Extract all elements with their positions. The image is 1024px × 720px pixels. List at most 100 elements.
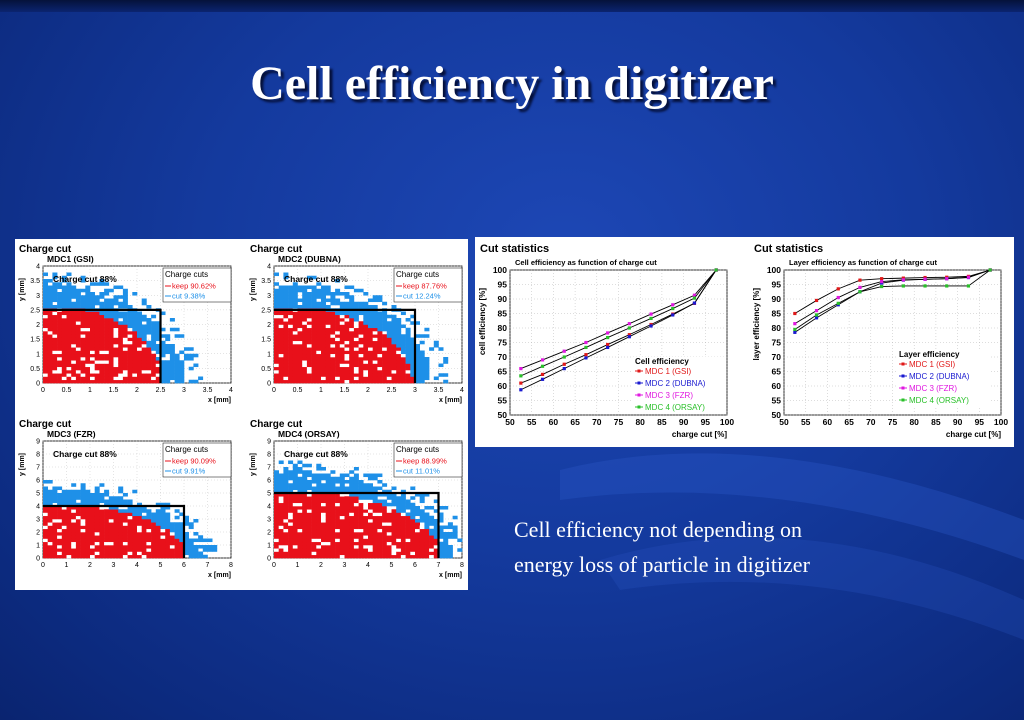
heatmap-cell <box>61 318 67 322</box>
heatmap-cell <box>424 528 430 533</box>
heatmap-cell <box>132 350 138 355</box>
heatmap-cell <box>94 379 100 384</box>
heatmap-cell <box>160 370 166 374</box>
heatmap-cell <box>316 483 322 487</box>
heatmap-cell <box>104 548 110 552</box>
heatmap-cell <box>174 535 180 539</box>
heatmap-cell <box>57 321 63 325</box>
heatmap-cell <box>52 373 58 377</box>
heatmap-cell <box>99 545 105 549</box>
heatmap-cell <box>104 541 110 546</box>
heatmap-cell <box>330 376 336 381</box>
y-tick-label: 4 <box>36 504 40 511</box>
heatmap-cell <box>155 538 161 543</box>
heatmap-cell <box>193 548 199 552</box>
heatmap-cell <box>104 334 110 338</box>
heatmap-cell <box>447 551 453 556</box>
heatmap-cell <box>118 344 124 348</box>
heatmap-cell <box>377 314 383 319</box>
heatmap-cell <box>104 288 110 293</box>
heatmap-cell <box>363 314 369 319</box>
heatmap-cell <box>90 357 95 361</box>
x-tick-label: 0.5 <box>293 387 303 394</box>
heatmap-cell <box>151 314 157 319</box>
heatmap-cell <box>382 321 388 325</box>
heatmap-cell <box>132 314 138 319</box>
heatmap-cell <box>141 318 147 322</box>
heatmap-cell <box>43 499 48 504</box>
heatmap-cell <box>316 363 322 368</box>
heatmap-cell <box>90 363 95 368</box>
heatmap-cell <box>274 528 279 533</box>
heatmap-cell <box>363 522 369 526</box>
heatmap-cell <box>311 340 317 345</box>
heatmap-cell <box>141 314 147 319</box>
heatmap-cell <box>90 350 95 355</box>
heatmap-cell <box>85 515 91 520</box>
heatmap-cell <box>99 363 105 368</box>
heatmap-cell <box>358 334 364 338</box>
heatmap-cell <box>306 373 312 377</box>
series-3-point <box>923 277 927 281</box>
heatmap-cell <box>43 272 48 277</box>
heatmap-cell <box>353 379 359 384</box>
heatmap-cell <box>99 519 105 523</box>
heatmap-cell <box>321 476 326 481</box>
heatmap-cell <box>419 496 425 500</box>
heatmap-cell <box>99 327 105 332</box>
heatmap-cell <box>349 515 355 520</box>
heatmap-cell <box>104 344 110 348</box>
heatmap-cell <box>363 324 369 329</box>
heatmap-cell <box>57 548 63 552</box>
heatmap-cell <box>179 360 185 364</box>
heatmap-cell <box>146 519 152 523</box>
heatmap-cell <box>400 373 406 377</box>
heatmap-cell <box>306 480 312 484</box>
heatmap-cell <box>57 506 63 510</box>
heatmap-cell <box>302 318 308 322</box>
heatmap-cell <box>452 535 458 539</box>
heatmap-cell <box>302 370 308 374</box>
heatmap-cell <box>353 489 359 494</box>
heatmap-cell <box>363 334 369 338</box>
heatmap-cell <box>165 502 171 507</box>
heatmap-cell <box>405 506 411 510</box>
heatmap-cell <box>382 493 388 497</box>
heatmap-cell <box>132 331 138 335</box>
heatmap-cell <box>113 357 119 361</box>
heatmap-cell <box>344 499 350 504</box>
heatmap-cell <box>396 324 402 329</box>
heatmap-cell <box>52 360 58 364</box>
heatmap-cell <box>283 493 289 497</box>
heatmap-cell <box>321 295 326 299</box>
heatmap-cell <box>132 522 138 526</box>
heatmap-cell <box>283 272 289 277</box>
heatmap-cell <box>316 554 322 559</box>
heatmap-cell <box>368 331 373 335</box>
x-tick-label: 8 <box>229 562 233 569</box>
heatmap-cell <box>433 541 439 546</box>
heatmap-cell <box>278 321 284 325</box>
heatmap-cell <box>99 532 105 536</box>
heatmap-cell <box>283 519 289 523</box>
heatmap-cell <box>132 334 138 338</box>
heatmap-cell <box>429 535 435 539</box>
x-tick-label: 70 <box>866 417 876 427</box>
heatmap-cell <box>155 512 161 517</box>
heatmap-cell <box>188 538 194 543</box>
heatmap-cell <box>75 502 81 507</box>
heatmap-cell <box>410 554 416 559</box>
heatmap-cell <box>113 535 119 539</box>
heatmap-cell <box>61 515 67 520</box>
heatmap-cell <box>405 366 411 371</box>
heatmap-cell <box>349 337 355 342</box>
heatmap-cell <box>174 373 180 377</box>
heatmap-cell <box>288 535 294 539</box>
heatmap-cell <box>108 551 114 556</box>
heatmap-cell <box>57 298 63 303</box>
heatmap-cells <box>274 460 463 559</box>
heatmap-cell <box>80 483 86 487</box>
heatmap-cell <box>141 334 147 338</box>
heatmap-cell <box>155 370 161 374</box>
heatmap-cell <box>321 473 326 478</box>
